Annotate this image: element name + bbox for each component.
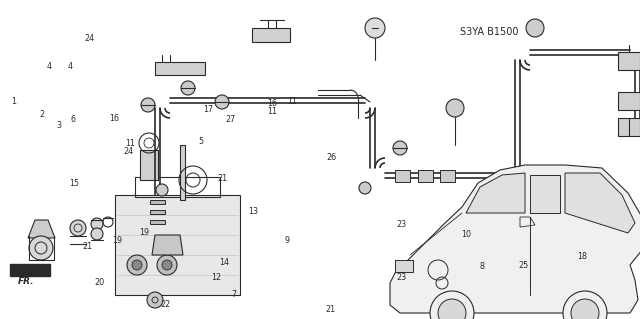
Circle shape xyxy=(147,292,163,308)
Bar xyxy=(135,177,220,197)
Text: 13: 13 xyxy=(248,207,259,216)
Text: 3: 3 xyxy=(56,121,61,130)
Text: 17: 17 xyxy=(204,105,214,114)
Circle shape xyxy=(29,236,53,260)
Text: 16: 16 xyxy=(268,99,278,108)
Text: 18: 18 xyxy=(577,252,588,261)
Circle shape xyxy=(215,95,229,109)
Bar xyxy=(395,170,410,182)
Bar xyxy=(508,188,526,200)
Bar xyxy=(618,118,640,136)
Polygon shape xyxy=(28,220,55,238)
Text: 16: 16 xyxy=(109,114,119,123)
Text: 25: 25 xyxy=(518,261,529,270)
Bar xyxy=(618,52,640,70)
Circle shape xyxy=(571,299,599,319)
Text: 27: 27 xyxy=(225,115,236,124)
Circle shape xyxy=(127,255,147,275)
Text: 24: 24 xyxy=(123,147,133,156)
Circle shape xyxy=(157,255,177,275)
Text: 10: 10 xyxy=(461,230,471,239)
Polygon shape xyxy=(152,235,183,255)
Text: 6: 6 xyxy=(70,115,76,124)
Circle shape xyxy=(430,291,474,319)
Polygon shape xyxy=(155,62,205,75)
Text: 5: 5 xyxy=(198,137,204,146)
Bar xyxy=(140,150,158,180)
Circle shape xyxy=(91,228,103,240)
Text: 2: 2 xyxy=(40,110,45,119)
Polygon shape xyxy=(466,173,525,213)
Text: 14: 14 xyxy=(219,258,229,267)
Text: 23: 23 xyxy=(397,273,407,282)
Text: 8: 8 xyxy=(480,262,485,271)
Text: S3YA B1500: S3YA B1500 xyxy=(460,27,519,37)
Text: 19: 19 xyxy=(140,228,150,237)
Text: 23: 23 xyxy=(397,220,407,229)
Bar xyxy=(618,92,640,110)
Circle shape xyxy=(91,218,103,230)
Text: 21: 21 xyxy=(325,305,335,314)
Text: 11: 11 xyxy=(125,139,135,148)
Text: 22: 22 xyxy=(160,300,170,309)
Text: 9: 9 xyxy=(285,236,290,245)
Text: 4: 4 xyxy=(67,62,72,71)
Circle shape xyxy=(526,19,544,37)
Circle shape xyxy=(359,182,371,194)
Polygon shape xyxy=(252,28,290,42)
Circle shape xyxy=(181,81,195,95)
Circle shape xyxy=(438,299,466,319)
Polygon shape xyxy=(390,165,640,313)
Circle shape xyxy=(141,98,155,112)
Circle shape xyxy=(132,260,142,270)
Bar xyxy=(180,145,185,200)
Bar xyxy=(150,200,165,204)
Text: 24: 24 xyxy=(84,34,95,43)
Circle shape xyxy=(156,184,168,196)
Text: 21: 21 xyxy=(82,242,92,251)
Text: FR.: FR. xyxy=(18,277,35,286)
Circle shape xyxy=(70,220,86,236)
Text: 11: 11 xyxy=(268,107,278,116)
Circle shape xyxy=(393,141,407,155)
Text: 12: 12 xyxy=(211,273,221,282)
Circle shape xyxy=(365,18,385,38)
Circle shape xyxy=(563,291,607,319)
Polygon shape xyxy=(565,173,635,233)
Bar xyxy=(115,195,240,295)
Bar xyxy=(10,264,50,276)
Text: 21: 21 xyxy=(218,174,228,183)
Circle shape xyxy=(162,260,172,270)
Text: 20: 20 xyxy=(95,278,105,286)
Bar xyxy=(150,220,165,224)
Polygon shape xyxy=(530,175,560,213)
Bar xyxy=(395,260,413,272)
Text: 1: 1 xyxy=(11,97,16,106)
Text: 7: 7 xyxy=(232,290,237,299)
Bar xyxy=(418,170,433,182)
Text: 26: 26 xyxy=(326,153,337,162)
Circle shape xyxy=(446,99,464,117)
Text: 4: 4 xyxy=(47,62,52,71)
Bar xyxy=(150,210,165,214)
Bar xyxy=(440,170,455,182)
Text: 15: 15 xyxy=(69,179,79,188)
Text: 19: 19 xyxy=(112,236,122,245)
Text: 11: 11 xyxy=(287,97,297,106)
